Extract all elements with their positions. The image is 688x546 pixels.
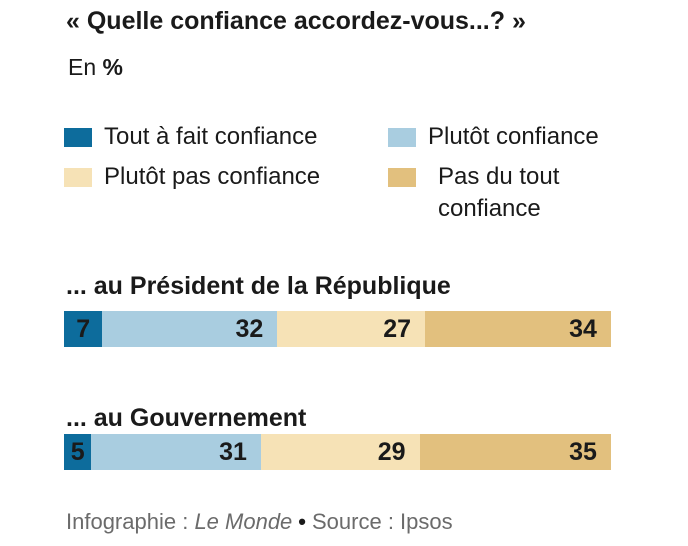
legend-label-pas-du-tout-line1: Pas du tout (438, 163, 560, 190)
unit-label: En % (68, 52, 123, 82)
category-label-gouvernement: ... au Gouvernement (66, 404, 307, 432)
legend-label-plutot: Plutôt confiance (428, 123, 599, 150)
footer-credit: Infographie : Le Monde • Source : Ipsos (66, 508, 453, 536)
bar-segment-gouvernement-plutot: 31 (91, 434, 261, 470)
data-label-president-pas-du-tout: 34 (569, 315, 597, 343)
data-label-president-tout-a-fait: 7 (76, 315, 91, 343)
data-label-president-plutot-pas: 27 (383, 315, 411, 343)
legend-label-pas-du-tout-line2: confiance (438, 195, 541, 222)
category-label-president: ... au Président de la République (66, 272, 451, 300)
stacked-bar-gouvernement: 5 31 29 35 (64, 434, 611, 470)
legend-label-plutot-pas: Plutôt pas confiance (104, 163, 321, 190)
footer-separator: • (298, 509, 306, 534)
chart-title: « Quelle confiance accordez-vous...? » (66, 7, 526, 35)
footer-prefix: Infographie : (66, 509, 189, 534)
legend-label-tout-a-fait: Tout à fait confiance (104, 123, 318, 150)
legend-swatch-pas-du-tout (388, 168, 416, 187)
data-label-gouvernement-pas-du-tout: 35 (569, 438, 597, 466)
legend-swatch-plutot (388, 128, 416, 147)
footer-source: Source : Ipsos (312, 509, 453, 534)
data-label-gouvernement-plutot-pas: 29 (377, 438, 406, 466)
legend-swatch-tout-a-fait (64, 128, 92, 147)
data-label-gouvernement-tout-a-fait: 5 (70, 438, 85, 466)
bar-segment-gouvernement-pas-du-tout: 35 (419, 434, 611, 470)
bar-segment-president-plutot-pas: 27 (277, 311, 425, 347)
unit-symbol: % (102, 54, 123, 80)
unit-prefix: En (68, 54, 97, 80)
data-label-gouvernement-plutot: 31 (219, 438, 247, 466)
bar-segment-gouvernement-tout-a-fait: 5 (64, 434, 92, 470)
bar-segment-president-plutot: 32 (102, 311, 278, 347)
legend-swatch-plutot-pas (64, 168, 92, 187)
bar-segment-president-pas-du-tout: 34 (425, 311, 611, 347)
stacked-bar-president: 7 32 27 34 (64, 311, 611, 347)
footer-publication: Le Monde (194, 509, 293, 534)
bar-segment-gouvernement-plutot-pas: 29 (260, 434, 420, 470)
data-label-president-plutot: 32 (235, 315, 264, 343)
bar-segment-president-tout-a-fait: 7 (64, 311, 103, 347)
